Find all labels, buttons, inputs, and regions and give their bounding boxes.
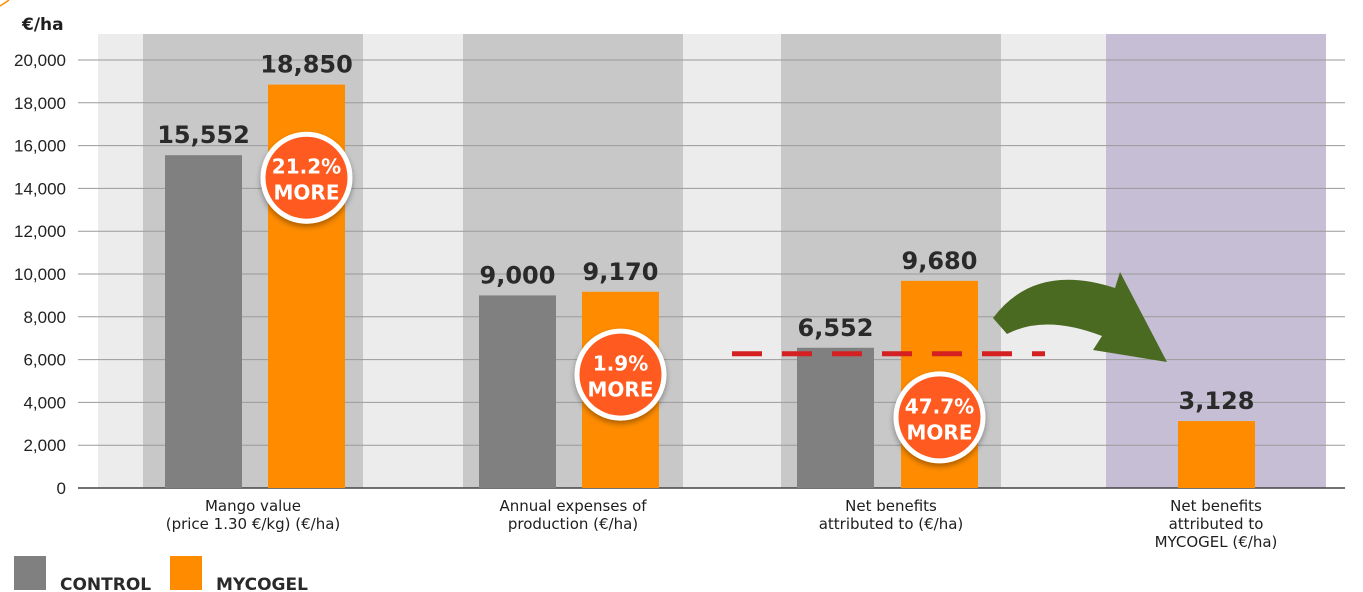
badge-percent: 47.7% bbox=[905, 394, 974, 418]
data-label: 15,552 bbox=[157, 121, 250, 149]
category-label: Net benefits bbox=[845, 497, 937, 515]
percentage-badge: 1.9%MORE bbox=[574, 328, 667, 421]
category-label: MYCOGEL (€/ha) bbox=[1155, 533, 1278, 551]
category-label: (price 1.30 €/kg) (€/ha) bbox=[166, 515, 341, 533]
data-label: 18,850 bbox=[260, 51, 353, 79]
category-label: attributed to (€/ha) bbox=[819, 515, 964, 533]
badge-circle bbox=[579, 333, 662, 416]
arrow-icon bbox=[993, 272, 1167, 362]
badge-circle bbox=[898, 376, 981, 459]
legend-swatch-control bbox=[14, 556, 46, 590]
y-tick-label: 2,000 bbox=[23, 436, 66, 455]
badge-more: MORE bbox=[274, 181, 340, 205]
y-tick-label: 16,000 bbox=[14, 137, 66, 156]
legend-swatch-mycogel bbox=[170, 556, 202, 590]
data-label: 9,000 bbox=[480, 261, 556, 289]
legend-label: MYCOGEL bbox=[216, 575, 308, 592]
badge-more: MORE bbox=[588, 378, 654, 402]
y-tick-label: 4,000 bbox=[23, 393, 66, 412]
category-label: Annual expenses of bbox=[499, 497, 647, 515]
badge-circle bbox=[265, 136, 348, 219]
corner-arc bbox=[0, 0, 10, 7]
bars bbox=[165, 84, 1255, 489]
category-label: Mango value bbox=[205, 497, 301, 515]
y-tick-label: 18,000 bbox=[14, 94, 66, 113]
bar-control bbox=[165, 155, 242, 488]
category-panel bbox=[1106, 34, 1326, 488]
percentage-badge: 21.2%MORE bbox=[260, 131, 353, 224]
data-label: 3,128 bbox=[1179, 387, 1255, 415]
percentage-badge: 47.7%MORE bbox=[893, 371, 986, 464]
badge-percent: 1.9% bbox=[593, 352, 648, 376]
bar-mycogel bbox=[1178, 421, 1255, 488]
category-labels: Mango value(price 1.30 €/kg) (€/ha) Annua… bbox=[166, 497, 1278, 551]
category-label: Net benefits bbox=[1170, 497, 1262, 515]
y-tick-label: 6,000 bbox=[23, 351, 66, 370]
y-tick-label: 0 bbox=[57, 479, 66, 498]
y-axis-label: €/ha bbox=[21, 15, 64, 35]
y-tick-label: 14,000 bbox=[14, 179, 66, 198]
value-labels: 15,552 9,000 6,552 18,850 9,170 9,680 3,128 bbox=[157, 51, 1254, 415]
badge-percent: 21.2% bbox=[272, 155, 341, 179]
y-tick-label: 12,000 bbox=[14, 222, 66, 241]
y-tick-label: 20,000 bbox=[14, 51, 66, 70]
curved-arrow-shape bbox=[993, 272, 1167, 362]
y-tick-label: 8,000 bbox=[23, 308, 66, 327]
bar-control bbox=[479, 295, 556, 488]
y-tick-label: 10,000 bbox=[14, 265, 66, 284]
bar-control bbox=[797, 347, 874, 488]
data-label: 9,680 bbox=[902, 247, 978, 275]
legend-label: CONTROL bbox=[60, 575, 151, 592]
badge-more: MORE bbox=[907, 420, 973, 444]
y-axis: 0 2,000 4,000 6,000 8,000 10,000 12,000 14,000 1… bbox=[14, 51, 66, 498]
category-label: attributed to bbox=[1169, 515, 1264, 533]
category-label: production (€/ha) bbox=[508, 515, 638, 533]
legend: CONTROL MYCOGEL bbox=[14, 556, 308, 592]
data-label: 9,170 bbox=[583, 258, 659, 286]
data-label: 6,552 bbox=[798, 314, 874, 342]
